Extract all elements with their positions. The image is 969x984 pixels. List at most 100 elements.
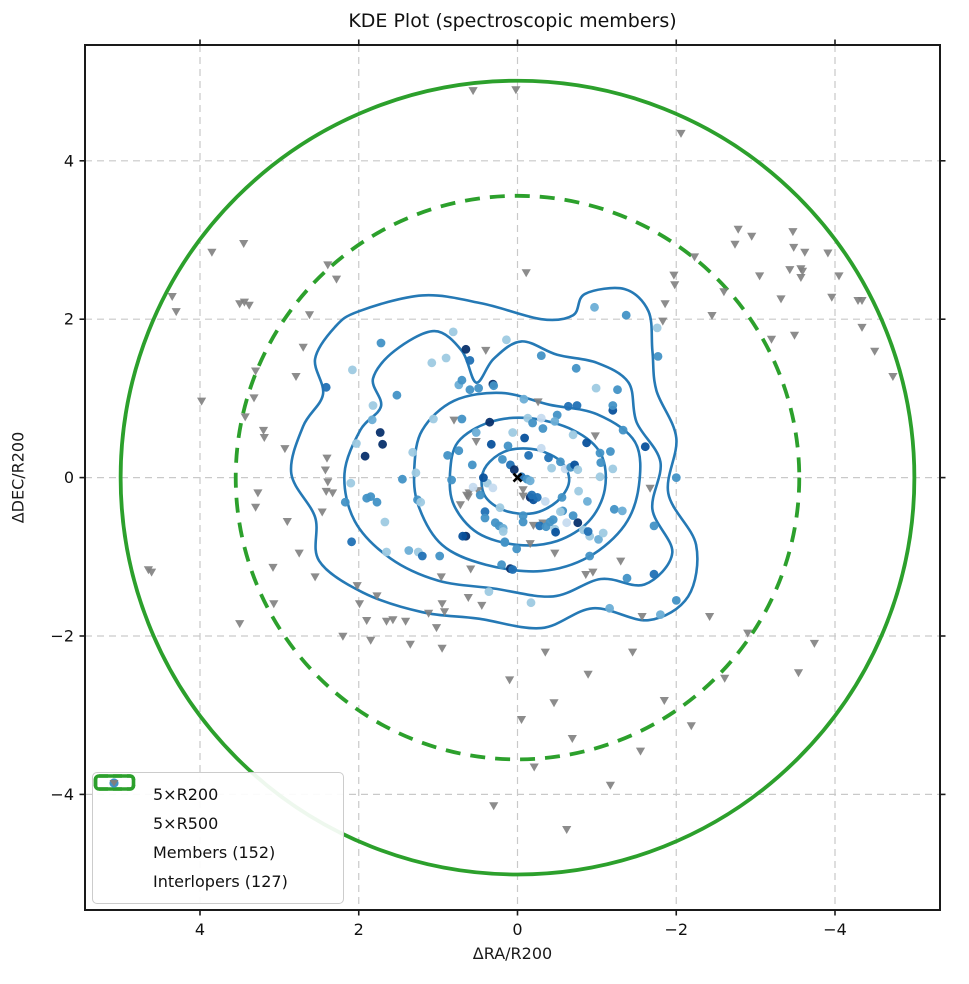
y-tick-label: −4 — [50, 785, 74, 804]
interloper-point — [730, 240, 740, 249]
x-tick-label: −2 — [664, 920, 688, 939]
member-point — [547, 463, 556, 473]
interloper-point — [525, 540, 535, 549]
interloper-point — [588, 568, 598, 577]
interloper-point — [793, 669, 804, 678]
member-point — [652, 323, 662, 333]
member-point — [520, 433, 529, 443]
member-point — [590, 302, 599, 312]
member-point — [556, 457, 565, 467]
member-point — [649, 521, 659, 531]
member-point — [574, 486, 583, 496]
interloper-point — [322, 454, 332, 463]
member-point — [411, 468, 421, 478]
member-point — [457, 375, 467, 385]
member-point — [524, 451, 533, 460]
r500-circle — [233, 193, 802, 762]
member-point — [617, 506, 627, 516]
interloper-point — [197, 397, 207, 406]
member-point — [375, 428, 385, 437]
member-point — [392, 390, 402, 400]
interloper-point — [455, 501, 465, 510]
interloper-point — [505, 676, 515, 685]
member-point — [382, 547, 391, 557]
member-point — [618, 425, 628, 435]
interloper-point — [338, 632, 348, 641]
member-point — [471, 428, 481, 437]
interloper-point — [521, 269, 531, 278]
x-tick-label: 4 — [195, 920, 205, 939]
interloper-point — [581, 571, 591, 579]
member-point — [608, 401, 618, 410]
interloper-point — [352, 582, 362, 591]
interloper-point — [331, 275, 342, 284]
interloper-point — [823, 249, 833, 258]
member-point — [348, 365, 357, 375]
member-point — [378, 439, 387, 449]
interloper-point — [147, 568, 157, 577]
interloper-point — [298, 343, 308, 352]
interloper-point — [366, 636, 376, 645]
member-point — [583, 527, 593, 536]
interloper-point — [637, 613, 647, 621]
interloper-point — [466, 565, 476, 574]
member-point — [640, 442, 650, 452]
interloper-point — [567, 735, 577, 743]
member-point — [321, 382, 331, 392]
interloper-point — [707, 312, 717, 320]
x-tick-label: 2 — [354, 920, 364, 939]
member-point — [671, 596, 681, 605]
interloper-point — [291, 373, 301, 381]
member-point — [562, 518, 572, 528]
member-point — [573, 465, 583, 475]
interloper-point — [605, 781, 615, 790]
interloper-point — [310, 573, 320, 582]
interloper-point — [323, 261, 333, 270]
interloper-point — [167, 293, 177, 301]
interloper-point — [518, 492, 528, 501]
interloper-point — [533, 398, 543, 407]
interloper-point — [239, 240, 249, 248]
interloper-point — [244, 301, 254, 310]
member-point — [498, 527, 508, 536]
interloper-point — [549, 699, 559, 708]
legend-label-r500: 5×R500 — [153, 814, 219, 833]
member-point — [480, 513, 490, 523]
interloper-point — [857, 323, 867, 332]
interloper-point — [669, 271, 679, 280]
member-point — [447, 475, 456, 485]
member-point — [498, 455, 507, 464]
legend-label-members: Members (152) — [153, 843, 276, 862]
interloper-point — [437, 644, 447, 653]
member-point — [372, 497, 382, 507]
interloper-point — [800, 248, 810, 257]
legend-item-r500: 5×R500 — [93, 774, 333, 838]
interloper-point — [439, 608, 450, 617]
member-point — [544, 453, 553, 463]
interloper-point — [171, 308, 181, 317]
interloper-point — [540, 648, 550, 657]
interloper-point — [282, 518, 292, 526]
member-point — [443, 451, 452, 460]
member-point — [518, 511, 528, 520]
member-point — [550, 417, 560, 426]
member-point — [435, 551, 445, 561]
member-point — [656, 610, 665, 619]
interloper-point — [796, 274, 806, 282]
member-point — [548, 515, 558, 524]
cluster-center-marker — [512, 472, 523, 483]
member-point — [479, 473, 488, 482]
member-point — [486, 439, 496, 449]
interloper-point — [320, 466, 330, 475]
interloper-point — [870, 347, 880, 356]
interloper-point — [616, 557, 626, 566]
interloper-point — [809, 639, 819, 648]
kde-contour — [412, 391, 642, 573]
interloper-point — [785, 266, 795, 275]
member-point — [585, 551, 595, 561]
member-point — [367, 415, 377, 425]
member-point — [653, 352, 663, 361]
plot-title: KDE Plot (spectroscopic members) — [348, 10, 677, 32]
member-point — [340, 497, 350, 507]
interloper-point — [489, 802, 499, 811]
